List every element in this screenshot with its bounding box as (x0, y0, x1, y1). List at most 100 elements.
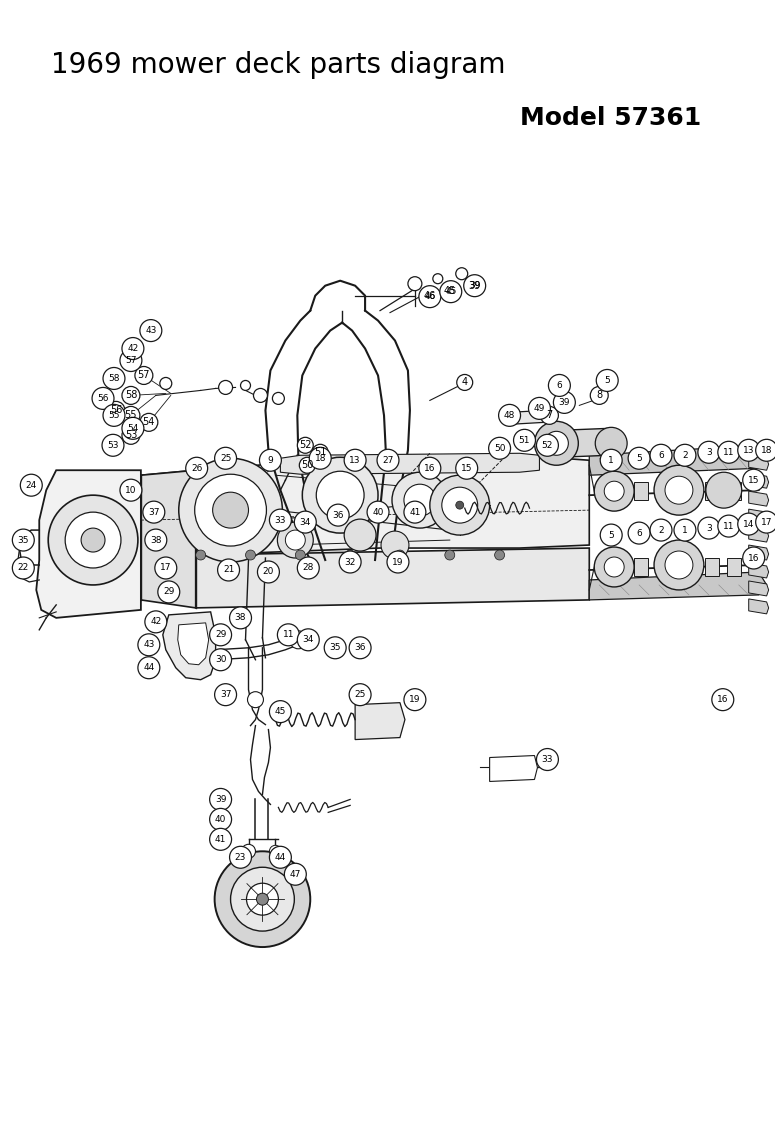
Text: 2: 2 (658, 526, 663, 535)
Circle shape (138, 634, 160, 655)
Circle shape (387, 552, 409, 573)
Circle shape (404, 501, 426, 523)
Text: 33: 33 (542, 755, 553, 764)
Circle shape (324, 637, 346, 659)
Text: 58: 58 (108, 374, 120, 384)
Circle shape (743, 547, 764, 569)
Circle shape (536, 749, 559, 770)
Text: 19: 19 (392, 557, 404, 566)
Polygon shape (609, 558, 623, 576)
Circle shape (440, 281, 462, 302)
Circle shape (654, 540, 704, 590)
Text: 38: 38 (150, 536, 161, 545)
Text: 35: 35 (18, 536, 29, 545)
Text: 29: 29 (215, 631, 227, 640)
Text: 18: 18 (761, 446, 772, 455)
Circle shape (718, 441, 740, 464)
Circle shape (103, 405, 125, 426)
Text: 19: 19 (409, 695, 421, 704)
Text: 27: 27 (383, 456, 393, 465)
Polygon shape (36, 470, 141, 618)
Text: 54: 54 (127, 424, 139, 433)
Circle shape (230, 867, 294, 931)
Circle shape (122, 337, 144, 360)
Circle shape (442, 283, 458, 299)
Circle shape (445, 550, 455, 559)
Circle shape (536, 434, 559, 456)
Text: 17: 17 (761, 518, 772, 527)
Circle shape (339, 552, 361, 573)
Circle shape (12, 529, 34, 552)
Circle shape (601, 525, 622, 546)
Text: 42: 42 (127, 344, 139, 353)
Text: 9: 9 (268, 456, 273, 465)
Circle shape (210, 649, 231, 671)
Polygon shape (749, 545, 769, 559)
Circle shape (312, 444, 328, 460)
Circle shape (422, 288, 438, 303)
Text: 21: 21 (223, 565, 234, 574)
Text: 25: 25 (355, 690, 365, 699)
Text: 5: 5 (636, 453, 642, 462)
Text: 48: 48 (504, 411, 515, 420)
Circle shape (12, 557, 34, 579)
Circle shape (349, 684, 371, 706)
Circle shape (286, 530, 305, 550)
Text: 45: 45 (445, 288, 456, 297)
Text: 44: 44 (275, 853, 286, 862)
Polygon shape (681, 482, 695, 500)
Text: 23: 23 (235, 853, 246, 862)
Circle shape (120, 350, 142, 371)
Text: 41: 41 (215, 835, 227, 844)
Circle shape (269, 700, 291, 723)
Circle shape (345, 449, 366, 472)
Circle shape (297, 557, 319, 579)
Polygon shape (196, 548, 589, 608)
Circle shape (456, 501, 464, 509)
Circle shape (158, 581, 180, 602)
Polygon shape (749, 599, 769, 614)
Circle shape (442, 487, 478, 523)
Text: 11: 11 (723, 521, 735, 530)
Circle shape (408, 276, 422, 291)
Polygon shape (589, 572, 767, 600)
Circle shape (381, 531, 409, 559)
Circle shape (140, 319, 162, 342)
Circle shape (698, 441, 720, 464)
Circle shape (122, 387, 140, 405)
Text: 26: 26 (191, 464, 203, 473)
Circle shape (743, 469, 764, 491)
Circle shape (591, 387, 608, 405)
Circle shape (650, 444, 672, 466)
Circle shape (345, 519, 376, 552)
Circle shape (122, 417, 144, 439)
Polygon shape (749, 581, 769, 596)
Circle shape (499, 405, 521, 426)
Text: 54: 54 (143, 417, 155, 428)
Polygon shape (749, 456, 769, 470)
Text: 40: 40 (215, 814, 227, 823)
Circle shape (258, 561, 279, 583)
Text: 28: 28 (303, 564, 314, 573)
Circle shape (257, 893, 268, 905)
Text: 51: 51 (519, 435, 530, 444)
Circle shape (650, 519, 672, 541)
Text: 39: 39 (469, 281, 481, 291)
Text: 11: 11 (723, 448, 735, 457)
Circle shape (628, 448, 650, 469)
Text: 39: 39 (215, 795, 227, 804)
Text: 32: 32 (345, 557, 356, 566)
Circle shape (392, 473, 448, 528)
Circle shape (514, 430, 535, 451)
Circle shape (259, 449, 282, 472)
Text: 41: 41 (409, 508, 421, 517)
Circle shape (230, 846, 251, 869)
Text: 34: 34 (303, 635, 314, 644)
Polygon shape (749, 527, 769, 543)
Circle shape (665, 552, 693, 579)
Text: 16: 16 (717, 695, 729, 704)
Text: 7: 7 (546, 411, 553, 421)
Circle shape (327, 504, 349, 526)
Text: 52: 52 (299, 440, 311, 450)
Text: 24: 24 (26, 481, 37, 490)
